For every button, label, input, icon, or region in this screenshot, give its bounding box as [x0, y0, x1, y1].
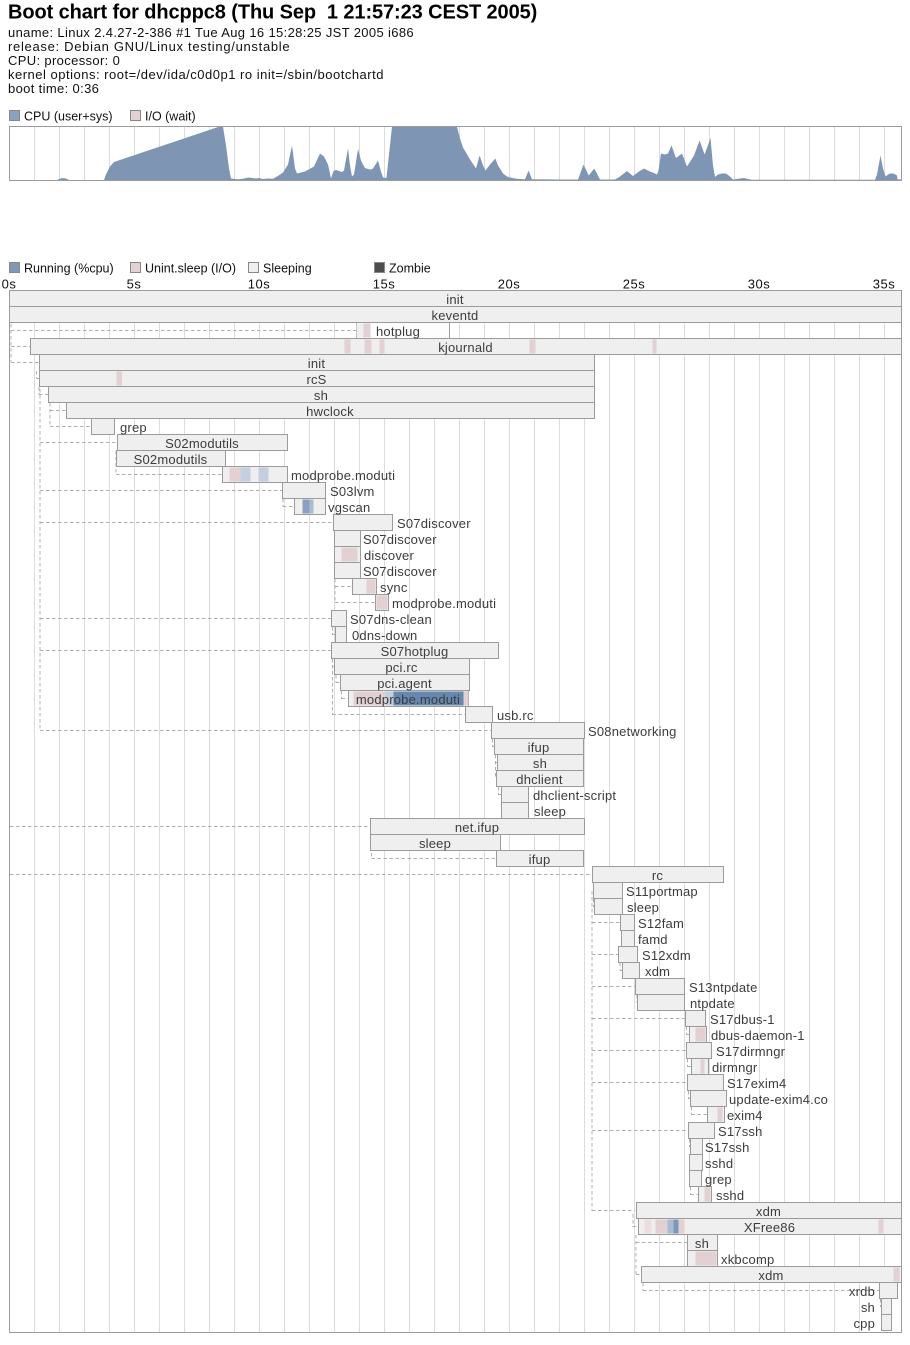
svg-text:30s: 30s — [748, 277, 770, 292]
svg-text:sleep: sleep — [419, 836, 451, 851]
svg-text:S08networking: S08networking — [588, 724, 677, 739]
svg-text:S07discover: S07discover — [363, 532, 437, 547]
svg-text:S17dirmngr: S17dirmngr — [716, 1044, 786, 1059]
svg-text:usb.rc: usb.rc — [497, 708, 534, 723]
svg-text:S07discover: S07discover — [363, 564, 437, 579]
svg-text:rc: rc — [652, 868, 664, 883]
svg-text:35s: 35s — [873, 277, 895, 292]
svg-text:dirmngr: dirmngr — [712, 1060, 758, 1075]
svg-text:pci.rc: pci.rc — [385, 660, 418, 675]
svg-text:sleep: sleep — [534, 804, 566, 819]
svg-text:ntpdate: ntpdate — [690, 996, 735, 1011]
svg-text:S07hotplug: S07hotplug — [381, 644, 449, 659]
svg-text:I/O (wait): I/O (wait) — [145, 110, 196, 124]
svg-text:discover: discover — [364, 548, 414, 563]
svg-text:0dns-down: 0dns-down — [352, 628, 417, 643]
svg-text:hwclock: hwclock — [306, 404, 354, 419]
svg-text:CPU (user+sys): CPU (user+sys) — [24, 110, 113, 124]
svg-text:sshd: sshd — [716, 1188, 744, 1203]
svg-text:S11portmap: S11portmap — [626, 884, 698, 899]
svg-text:S17exim4: S17exim4 — [727, 1076, 786, 1091]
svg-text:Sleeping: Sleeping — [263, 262, 312, 276]
svg-text:XFree86: XFree86 — [744, 1220, 795, 1235]
svg-text:kernel options: root=/dev/ida/: kernel options: root=/dev/ida/c0d0p1 ro … — [8, 67, 384, 82]
svg-text:0s: 0s — [2, 277, 17, 292]
svg-text:S17ssh: S17ssh — [718, 1124, 763, 1139]
svg-text:update-exim4.co: update-exim4.co — [729, 1092, 828, 1107]
svg-text:sync: sync — [380, 580, 408, 595]
svg-text:exim4: exim4 — [727, 1108, 763, 1123]
svg-text:Unint.sleep (I/O): Unint.sleep (I/O) — [145, 262, 236, 276]
svg-text:keventd: keventd — [432, 308, 479, 323]
svg-text:vgscan: vgscan — [328, 500, 370, 515]
svg-text:S12fam: S12fam — [638, 916, 684, 931]
svg-text:15s: 15s — [373, 277, 395, 292]
svg-text:famd: famd — [638, 932, 668, 947]
svg-text:dhclient-script: dhclient-script — [533, 788, 616, 803]
svg-text:sshd: sshd — [705, 1156, 733, 1171]
svg-text:sh: sh — [861, 1300, 875, 1315]
svg-text:Boot chart for dhcppc8 (Thu Se: Boot chart for dhcppc8 (Thu Sep 1 21:57:… — [8, 2, 537, 24]
svg-text:sh: sh — [695, 1236, 709, 1251]
svg-text:xkbcomp: xkbcomp — [721, 1252, 774, 1267]
svg-text:xdm: xdm — [756, 1204, 781, 1219]
svg-text:5s: 5s — [127, 277, 142, 292]
svg-text:S17ssh: S17ssh — [705, 1140, 750, 1155]
svg-text:sleep: sleep — [627, 900, 659, 915]
svg-text:Running (%cpu): Running (%cpu) — [24, 262, 114, 276]
svg-text:init: init — [446, 292, 464, 307]
svg-text:20s: 20s — [498, 277, 520, 292]
svg-text:init: init — [308, 356, 326, 371]
svg-text:ifup: ifup — [529, 852, 551, 867]
svg-text:xdm: xdm — [645, 964, 670, 979]
svg-text:25s: 25s — [623, 277, 645, 292]
svg-text:S17dbus-1: S17dbus-1 — [710, 1012, 775, 1027]
svg-text:grep: grep — [705, 1172, 732, 1187]
svg-text:kjournald: kjournald — [438, 340, 493, 355]
svg-text:boot time: 0:36: boot time: 0:36 — [8, 81, 99, 96]
svg-text:modprobe.moduti: modprobe.moduti — [291, 468, 395, 483]
svg-text:S03lvm: S03lvm — [330, 484, 375, 499]
svg-text:CPU: processor: 0: CPU: processor: 0 — [8, 53, 120, 68]
svg-text:hotplug: hotplug — [376, 324, 420, 339]
svg-text:S07discover: S07discover — [397, 516, 471, 531]
svg-text:sh: sh — [533, 756, 547, 771]
svg-text:pci.agent: pci.agent — [377, 676, 432, 691]
svg-text:10s: 10s — [248, 277, 270, 292]
svg-text:xrdb: xrdb — [849, 1284, 875, 1299]
svg-text:modprobe.moduti: modprobe.moduti — [356, 692, 460, 707]
svg-text:grep: grep — [120, 420, 147, 435]
svg-text:release: Debian GNU/Linux test: release: Debian GNU/Linux testing/unstab… — [8, 39, 290, 54]
svg-text:cpp: cpp — [853, 1316, 875, 1331]
svg-text:modprobe.moduti: modprobe.moduti — [392, 596, 496, 611]
svg-text:net.ifup: net.ifup — [455, 820, 499, 835]
svg-text:S02modutils: S02modutils — [134, 452, 208, 467]
svg-text:uname: Linux 2.4.27-2-386 #1 T: uname: Linux 2.4.27-2-386 #1 Tue Aug 16 … — [8, 25, 414, 40]
svg-text:ifup: ifup — [528, 740, 550, 755]
svg-text:S02modutils: S02modutils — [165, 436, 239, 451]
svg-text:S12xdm: S12xdm — [642, 948, 691, 963]
svg-text:xdm: xdm — [758, 1268, 783, 1283]
svg-text:dbus-daemon-1: dbus-daemon-1 — [711, 1028, 805, 1043]
svg-text:S13ntpdate: S13ntpdate — [689, 980, 758, 995]
svg-text:dhclient: dhclient — [516, 772, 563, 787]
svg-text:Zombie: Zombie — [389, 262, 431, 276]
svg-text:sh: sh — [314, 388, 328, 403]
svg-text:S07dns-clean: S07dns-clean — [350, 612, 432, 627]
svg-text:rcS: rcS — [306, 372, 326, 387]
